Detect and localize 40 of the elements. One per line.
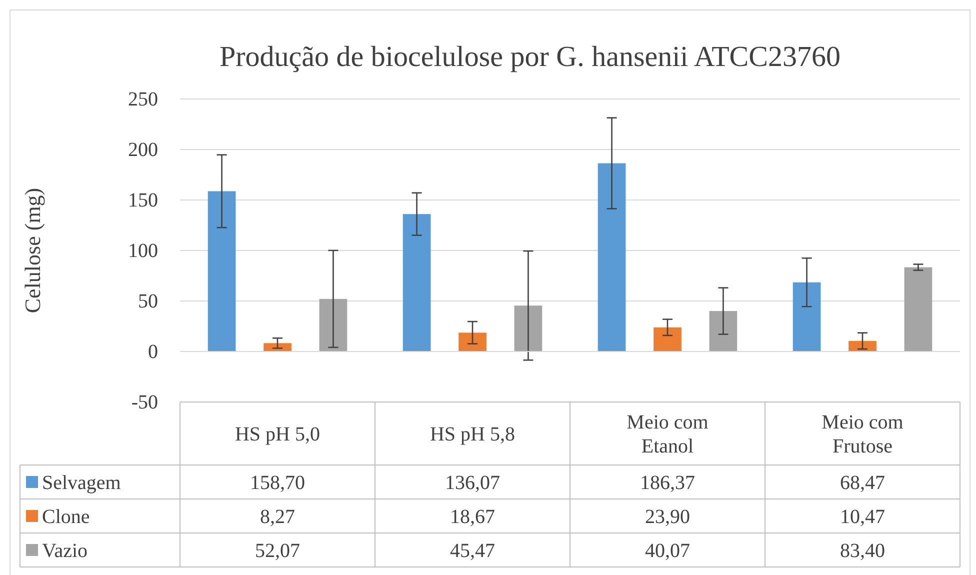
data-label: 10,47 bbox=[840, 506, 885, 528]
y-tick-label: -50 bbox=[131, 391, 158, 414]
bar bbox=[904, 267, 932, 352]
bar bbox=[514, 306, 542, 352]
data-label: 45,47 bbox=[450, 540, 495, 562]
bar bbox=[458, 332, 486, 352]
y-axis-title: Celulose (mg) bbox=[20, 188, 45, 314]
x-tick-label: HS pH 5,0 bbox=[234, 424, 320, 446]
data-label: 186,37 bbox=[640, 472, 695, 494]
data-label: 52,07 bbox=[255, 540, 300, 562]
bar bbox=[319, 298, 348, 352]
data-label: 23,90 bbox=[645, 506, 690, 528]
data-label: 40,07 bbox=[645, 540, 690, 562]
bar bbox=[654, 327, 682, 352]
y-tick-label: 50 bbox=[138, 290, 158, 312]
bar bbox=[598, 163, 626, 352]
data-label: 8,27 bbox=[260, 506, 295, 528]
bar bbox=[848, 340, 876, 352]
y-tick-label: 0 bbox=[148, 340, 158, 363]
x-tick-label: Meio com Frutose bbox=[822, 412, 904, 458]
chart-title: Produção de biocelulose por G. hansenii ATCC23760 bbox=[220, 41, 840, 73]
bar bbox=[208, 191, 236, 352]
y-tick-label: 150 bbox=[128, 189, 158, 212]
legend-label: Clone bbox=[42, 506, 90, 528]
bar bbox=[264, 343, 292, 352]
legend-label: Selvagem bbox=[42, 472, 122, 494]
y-tick-label: 200 bbox=[128, 138, 158, 161]
bar bbox=[402, 214, 431, 352]
y-tick-label: 250 bbox=[128, 88, 158, 110]
data-label: 136,07 bbox=[445, 472, 500, 494]
data-label: 158,70 bbox=[250, 472, 305, 494]
legend-label: Vazio bbox=[42, 540, 88, 562]
data-label: 18,67 bbox=[450, 506, 495, 528]
data-label: 68,47 bbox=[840, 472, 885, 494]
y-tick-label: 100 bbox=[128, 240, 158, 262]
bar bbox=[709, 311, 738, 352]
data-label: 83,40 bbox=[840, 540, 885, 562]
bar bbox=[792, 282, 821, 352]
x-tick-label: HS pH 5,8 bbox=[430, 424, 516, 446]
x-tick-label: Meio com Etanol bbox=[626, 412, 709, 458]
